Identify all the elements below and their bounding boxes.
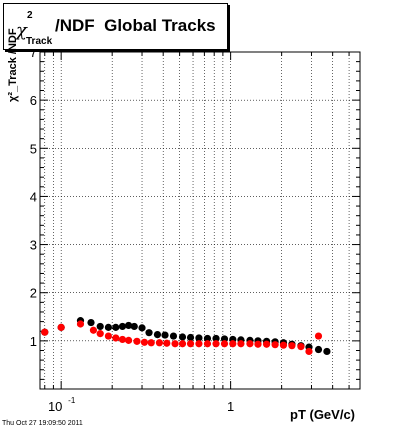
- data-point-red: [186, 340, 195, 348]
- data-point-black: [161, 331, 169, 339]
- data-point-black: [314, 345, 323, 354]
- data-point-black: [125, 321, 133, 330]
- data-point-red: [178, 340, 187, 348]
- data-point-red: [314, 332, 323, 340]
- data-point-red: [279, 341, 288, 349]
- plot-frame: [39, 51, 361, 390]
- data-point-red: [229, 340, 237, 348]
- chart-title: /NDF Global Tracks: [55, 16, 216, 35]
- title-subscript: Track: [26, 36, 53, 47]
- data-point-black: [178, 333, 187, 341]
- data-point-red: [133, 337, 141, 345]
- data-point-black: [104, 323, 113, 331]
- data-point-black: [118, 322, 127, 331]
- data-point-black: [138, 324, 146, 332]
- data-point-black: [153, 330, 162, 339]
- x-tick-label: 1: [227, 399, 234, 414]
- timestamp-footer: Thu Oct 27 19:09:50 2011: [2, 420, 83, 427]
- data-point-red: [112, 334, 120, 342]
- x-tick-label-exponent: -1: [68, 396, 76, 405]
- data-point-red: [171, 340, 179, 348]
- y-tick-label: 6: [30, 93, 37, 108]
- chart-title-box: χ 2 Track /NDF Global Tracks: [3, 3, 228, 50]
- y-tick-label: 3: [30, 238, 37, 253]
- data-point-red: [118, 335, 127, 344]
- data-point-red: [305, 347, 313, 356]
- data-point-red: [212, 340, 220, 348]
- data-point-red: [57, 323, 65, 331]
- y-axis-label: χ²_Track /NDF: [7, 28, 19, 102]
- y-tick-label: 7: [30, 45, 37, 60]
- data-point-black: [96, 322, 104, 331]
- data-point-red: [262, 340, 271, 348]
- data-point-red: [163, 339, 171, 347]
- data-point-red: [41, 328, 49, 336]
- title-superscript: 2: [27, 10, 33, 21]
- data-point-black: [87, 318, 95, 327]
- data-point-black: [203, 334, 212, 343]
- data-point-black: [186, 333, 195, 342]
- data-point-red: [288, 342, 296, 350]
- data-point-red: [125, 336, 133, 344]
- data-point-red: [147, 339, 155, 347]
- data-point-red: [76, 320, 85, 328]
- y-tick-label: 2: [30, 286, 37, 301]
- x-axis-label: pT (GeV/c): [290, 407, 356, 422]
- data-point-red: [195, 340, 203, 348]
- data-point-red: [246, 340, 254, 348]
- data-point-red: [140, 338, 149, 346]
- y-tick-label: 1: [30, 334, 37, 349]
- data-point-red: [237, 340, 245, 348]
- data-point-black: [169, 332, 178, 340]
- data-point-black: [130, 322, 138, 331]
- data-point-red: [254, 340, 262, 348]
- data-point-red: [220, 340, 229, 348]
- data-point-red: [297, 343, 305, 351]
- data-point-black: [112, 323, 120, 331]
- data-point-red: [89, 326, 98, 334]
- data-point-red: [104, 332, 113, 340]
- data-point-red: [271, 341, 279, 349]
- data-point-black: [212, 334, 220, 343]
- x-tick-label: 10: [48, 399, 62, 414]
- y-tick-label: 5: [30, 141, 37, 156]
- data-point-black: [145, 329, 153, 337]
- data-point-black: [195, 334, 203, 342]
- data-point-black: [323, 347, 331, 356]
- data-point-red: [203, 340, 212, 348]
- title-chi-symbol: χ: [16, 20, 27, 41]
- data-point-red: [155, 339, 164, 347]
- y-tick-label: 4: [30, 189, 37, 204]
- y-axis-label-wrap: χ²_Track /NDF: [1, 28, 31, 180]
- data-point-red: [96, 330, 104, 338]
